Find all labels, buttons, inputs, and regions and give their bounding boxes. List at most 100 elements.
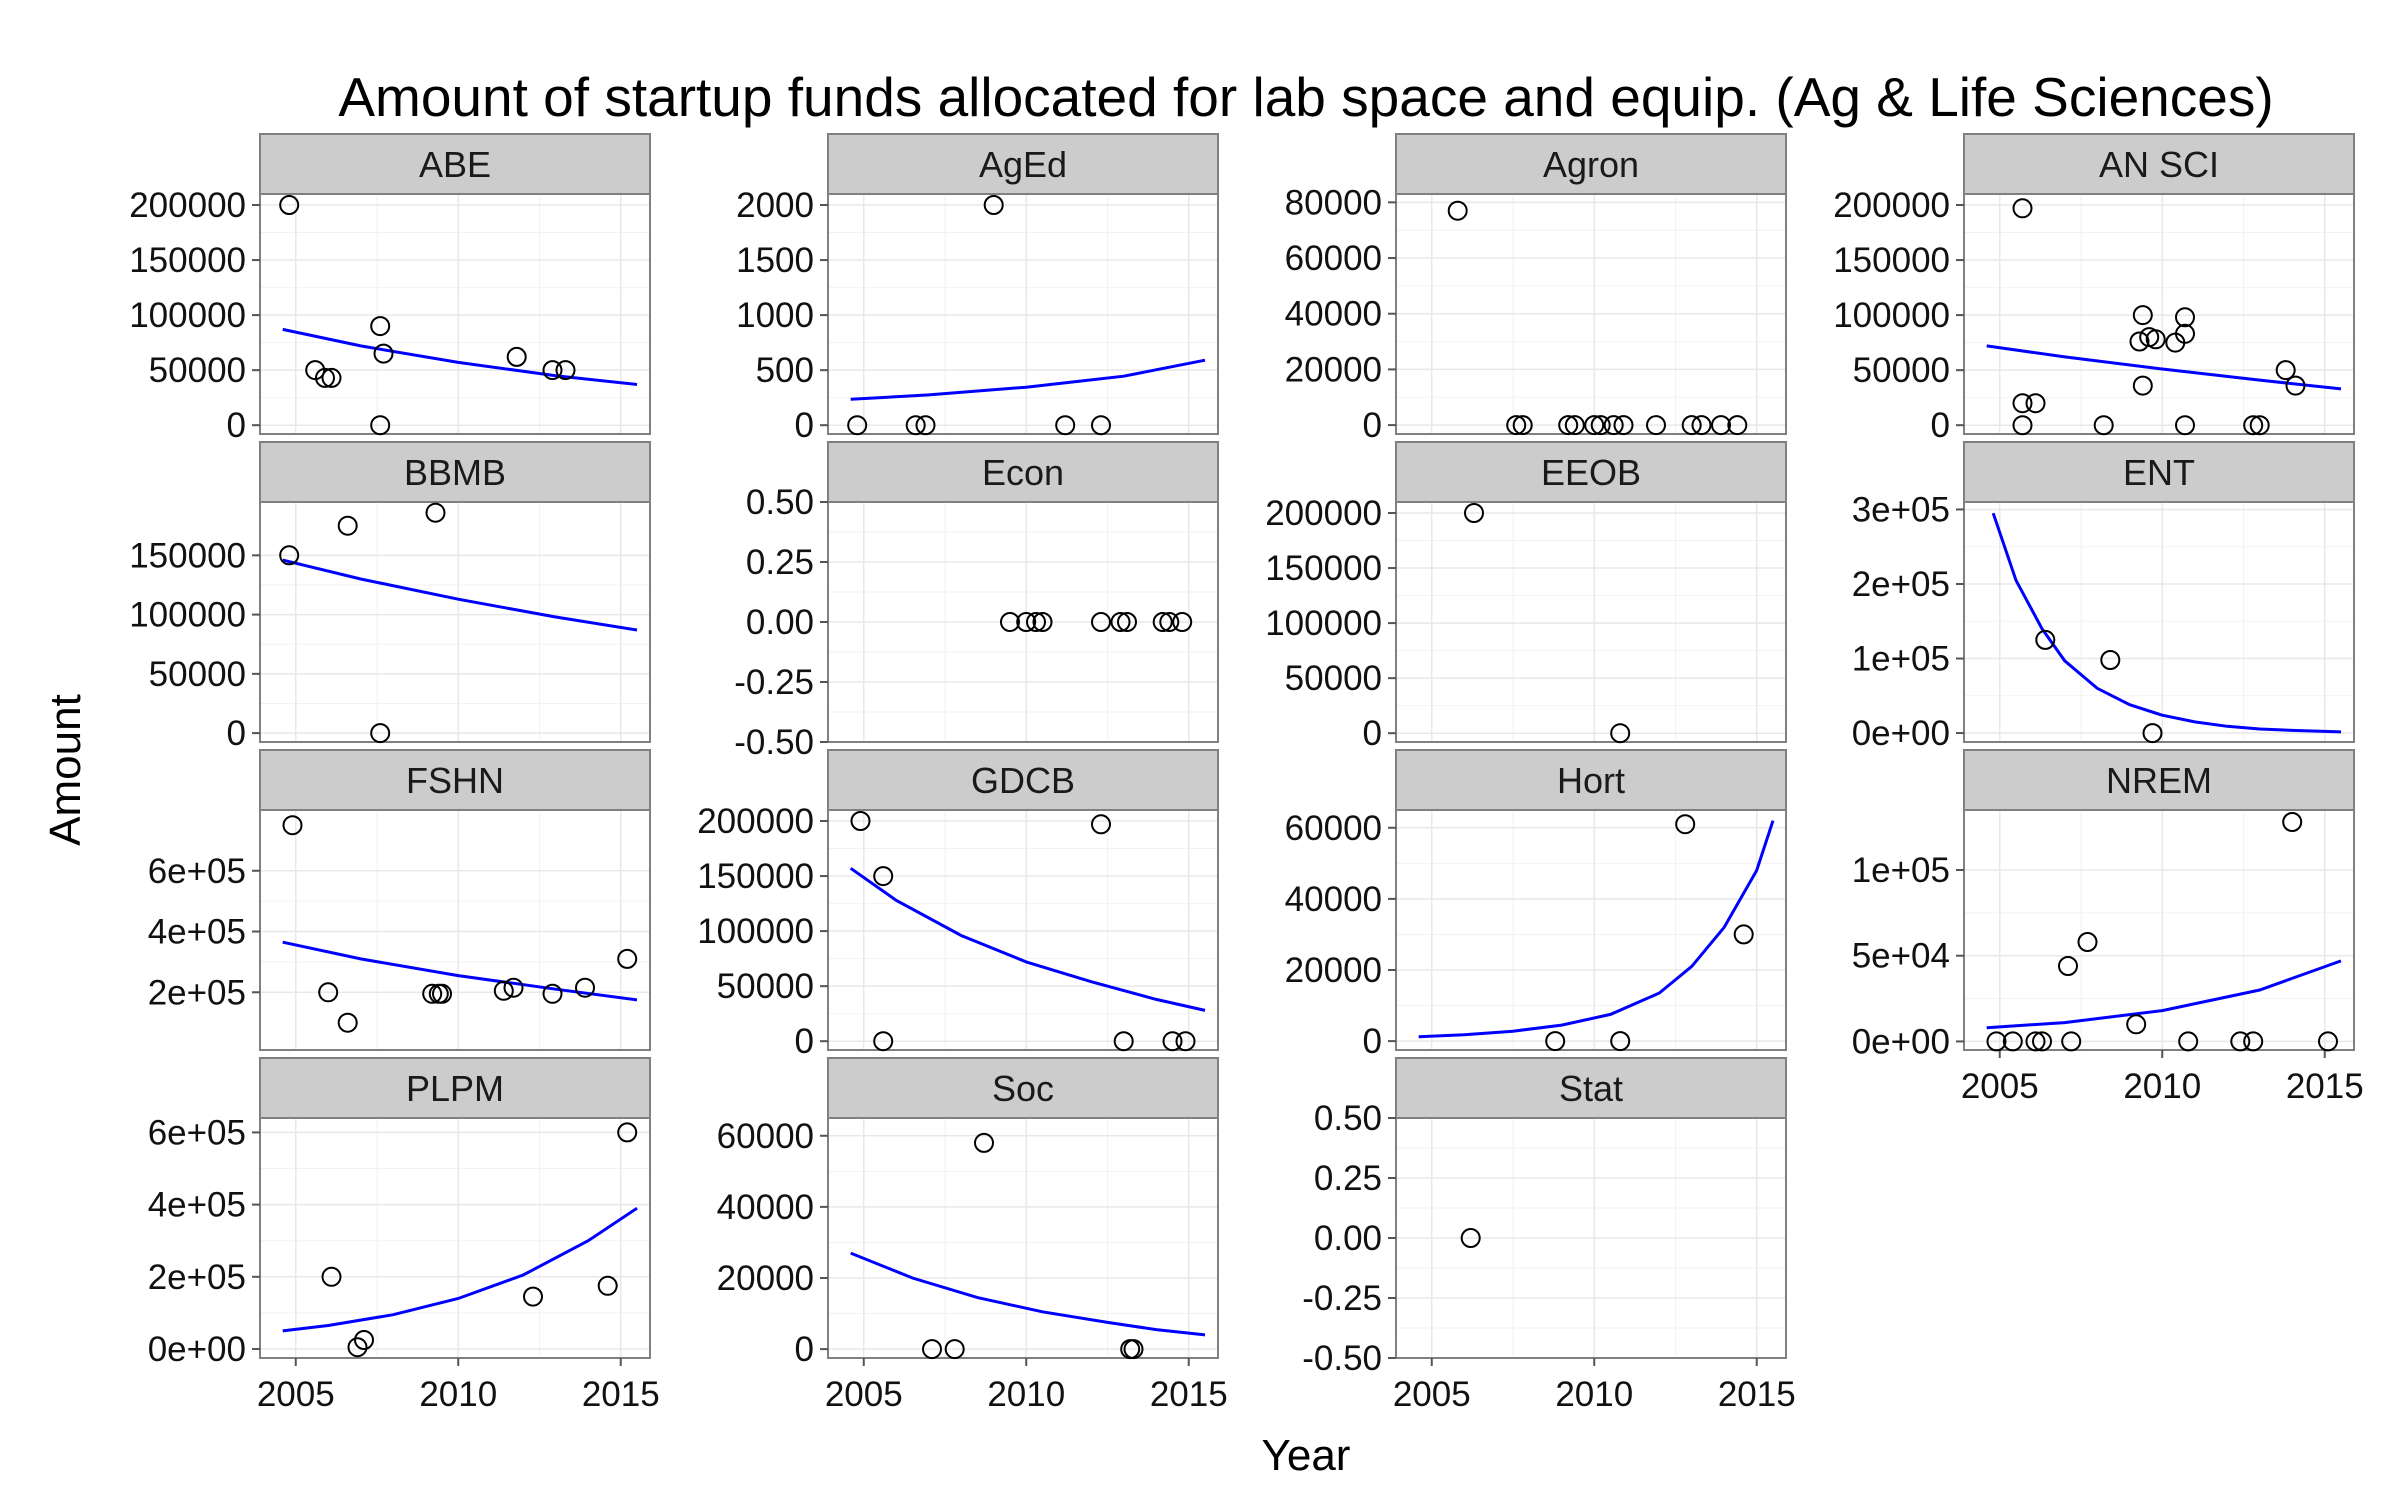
y-tick-label: 0: [1363, 1022, 1382, 1061]
data-point: [1159, 612, 1180, 632]
panel-border: [1395, 809, 1787, 1051]
x-tick-label: 2015: [582, 1375, 660, 1414]
data-point: [373, 343, 394, 364]
panel-background: [260, 810, 650, 1050]
y-tick-label: 6e+05: [148, 1113, 246, 1152]
y-tick-label: 40000: [1285, 880, 1382, 919]
y-tick-label: 0e+00: [1852, 714, 1950, 753]
panel-border: [1963, 809, 2355, 1051]
data-point: [905, 415, 926, 436]
data-point: [2035, 629, 2056, 650]
data-point: [1016, 612, 1037, 632]
panel-background: [260, 194, 650, 434]
fit-line: [282, 558, 638, 632]
y-tick-label: 0.50: [746, 483, 814, 522]
y-axis-title: Amount: [41, 694, 90, 846]
facet-strip-label: FSHN: [406, 760, 504, 801]
y-tick-label: 0: [227, 406, 246, 445]
y-tick-label: 0: [227, 714, 246, 753]
facet-strip: [259, 749, 651, 811]
facet-panel: AN SCI 0 50000 100000 150000 200000: [1833, 133, 2355, 445]
data-point: [850, 811, 871, 831]
y-tick-label: 2e+05: [148, 1258, 246, 1297]
data-point: [1711, 415, 1731, 436]
y-tick-label: 100000: [697, 912, 814, 951]
fit-line: [282, 1206, 638, 1333]
y-tick-label: 200000: [1265, 494, 1382, 533]
y-tick-label: 50000: [149, 655, 246, 694]
facet-strip-label: Econ: [982, 452, 1064, 493]
facet-panel: Agron 0 20000 40000 60000 80000: [1285, 133, 1787, 445]
facet-panel: EEOB 0 50000 100000 150000 200000: [1265, 441, 1787, 753]
data-point: [922, 1339, 942, 1360]
facet-strip: [827, 1057, 1219, 1119]
data-point: [1110, 612, 1131, 632]
data-point: [318, 982, 339, 1003]
y-tick-label: 0.00: [1314, 1219, 1382, 1258]
y-tick-label: 20000: [717, 1259, 814, 1298]
y-tick-label: 1e+05: [1852, 640, 1950, 679]
data-point: [2002, 1031, 2023, 1052]
y-tick-label: 100000: [1265, 604, 1382, 643]
y-tick-label: 2000: [736, 186, 814, 225]
data-point: [337, 1012, 358, 1033]
y-tick-label: 200000: [1833, 186, 1950, 225]
data-point: [2230, 1031, 2251, 1052]
data-point: [1646, 415, 1666, 436]
data-point: [370, 723, 391, 744]
data-point: [575, 977, 595, 998]
x-tick-label: 2015: [1150, 1375, 1228, 1414]
y-tick-label: 150000: [129, 536, 246, 575]
data-point: [2032, 1031, 2052, 1052]
facet-strip: [827, 441, 1219, 503]
data-point: [1464, 503, 1484, 523]
y-tick-label: 200000: [129, 186, 246, 225]
x-tick-label: 2010: [1555, 1375, 1633, 1414]
data-point: [2077, 932, 2098, 952]
panel-background: [1396, 502, 1786, 742]
facet-strip: [1395, 133, 1787, 195]
data-point: [2175, 323, 2195, 344]
x-tick-label: 2010: [987, 1375, 1065, 1414]
data-point: [2275, 360, 2296, 381]
data-point: [2058, 956, 2078, 976]
x-tick-label: 2005: [257, 1375, 335, 1414]
facet-panel: Hort 0 20000 40000 60000: [1285, 749, 1787, 1061]
data-point: [279, 195, 300, 215]
facet-strip-label: ABE: [419, 144, 491, 185]
data-point: [2318, 1031, 2338, 1052]
data-point: [1603, 415, 1624, 436]
y-tick-label: 40000: [1285, 295, 1382, 334]
fit-line: [282, 940, 638, 1002]
x-tick-label: 2005: [1393, 1375, 1471, 1414]
data-point: [347, 1337, 368, 1358]
data-point: [422, 983, 443, 1004]
data-point: [542, 360, 563, 381]
y-tick-label: -0.50: [1302, 1339, 1382, 1378]
data-point: [1545, 1031, 1566, 1052]
data-point: [1691, 415, 1712, 436]
facet-panel: PLPM 0e+00 2e+05 4e+05 6e+05 2005 2010 2015: [148, 1057, 660, 1414]
x-tick-label: 2005: [1961, 1067, 2039, 1106]
data-point: [1986, 1031, 2007, 1052]
facet-strip: [259, 133, 651, 195]
data-point: [2132, 375, 2153, 396]
facet-strip: [1395, 749, 1787, 811]
data-point: [1506, 415, 1527, 436]
data-point: [493, 980, 514, 1001]
data-point: [2142, 723, 2163, 744]
panel-background: [1964, 810, 2354, 1050]
y-tick-label: 0.00: [746, 603, 814, 642]
panel-background: [1396, 810, 1786, 1050]
data-point: [1172, 612, 1193, 632]
facet-panel: BBMB 0 50000 100000 150000: [129, 441, 651, 753]
data-point: [1512, 415, 1533, 436]
facet-panel: Stat -0.50 -0.25 0.00 0.25 0.50 2005 2010 2015: [1302, 1057, 1796, 1414]
y-tick-label: 1e+05: [1852, 851, 1950, 890]
data-point: [847, 415, 868, 436]
data-point: [1175, 1031, 1196, 1052]
y-tick-label: 40000: [717, 1188, 814, 1227]
y-tick-label: 0: [1363, 406, 1382, 445]
data-point: [523, 1286, 543, 1307]
data-point: [2175, 307, 2195, 328]
